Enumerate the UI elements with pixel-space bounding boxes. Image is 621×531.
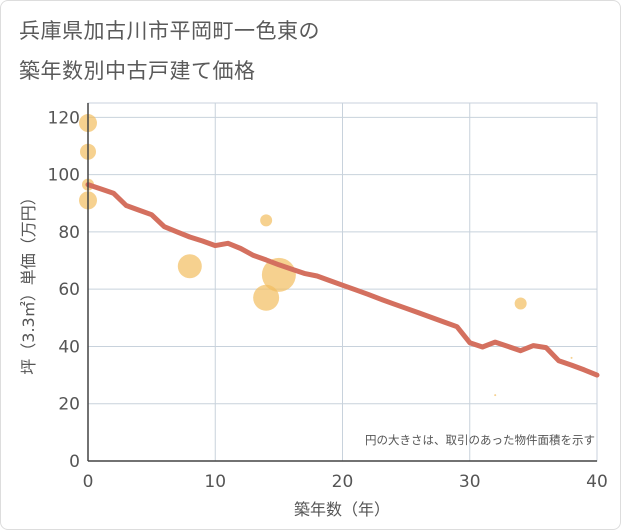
- x-axis-title: 築年数（年）: [294, 500, 390, 519]
- bubble-point-9: [514, 297, 527, 310]
- y-tick-label-20: 20: [58, 395, 80, 415]
- bubble-point-6: [253, 284, 280, 311]
- x-tick-label-20: 20: [332, 472, 354, 492]
- chart-title-line-2: 築年数別中古戸建て価格: [19, 59, 256, 83]
- x-tick-label-10: 10: [204, 472, 226, 492]
- y-axis-title: 坪（3.3㎡）単価（万円）: [19, 189, 38, 374]
- y-tick-label-80: 80: [58, 223, 80, 243]
- price-trend-line: [85, 182, 600, 378]
- chart-title-line-1: 兵庫県加古川市平岡町一色東の: [19, 19, 320, 43]
- x-tick-label-0: 0: [83, 472, 94, 492]
- y-tick-label-40: 40: [58, 337, 80, 357]
- size-note: 円の大きさは、取引のあった物件面積を示す: [365, 433, 595, 447]
- bubble-point-8: [494, 394, 497, 397]
- y-tick-label-120: 120: [48, 108, 80, 128]
- y-tick-label-100: 100: [48, 166, 80, 186]
- bubble-point-10: [570, 356, 573, 359]
- y-tick-label-0: 0: [69, 452, 80, 472]
- y-tick-label-60: 60: [58, 280, 80, 300]
- x-tick-label-30: 30: [459, 472, 481, 492]
- x-tick-label-40: 40: [586, 472, 608, 492]
- bubble-point-5: [260, 214, 273, 227]
- bubble-point-4: [177, 254, 202, 279]
